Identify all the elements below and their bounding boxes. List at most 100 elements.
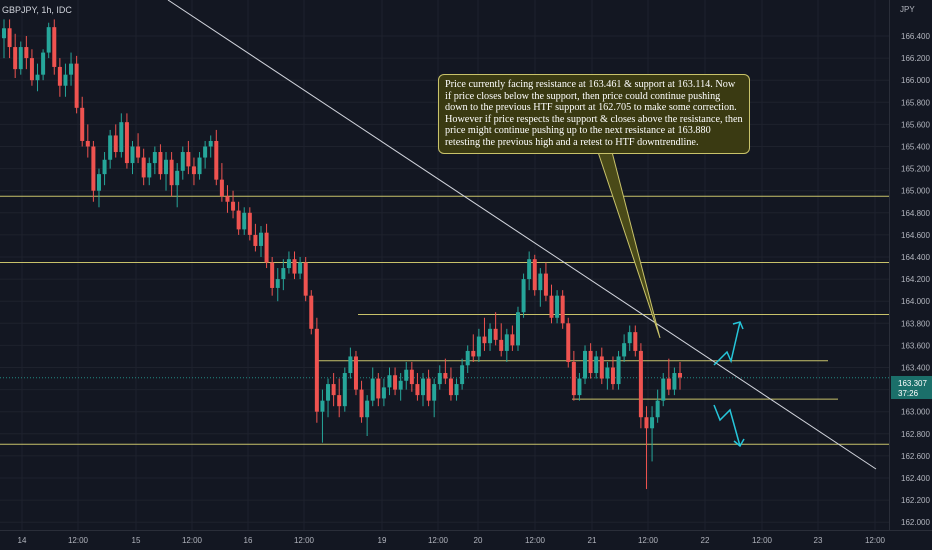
candle-body xyxy=(119,122,124,153)
candle-body xyxy=(577,378,582,396)
price-tick-label: 165.400 xyxy=(901,143,930,152)
candle-body xyxy=(348,356,353,374)
candle-body xyxy=(102,159,107,175)
time-tick-label: 12:00 xyxy=(865,536,886,545)
time-tick-label: 14 xyxy=(18,536,27,545)
time-tick-label: 15 xyxy=(132,536,141,545)
candle-body xyxy=(376,378,381,399)
candle-body xyxy=(275,279,280,288)
candle-body xyxy=(7,28,12,48)
price-tick-label: 164.600 xyxy=(901,231,930,240)
candle-body xyxy=(543,273,548,296)
candle-body xyxy=(415,384,420,396)
candle-body xyxy=(242,212,247,230)
candle-body xyxy=(74,63,79,108)
candle-body xyxy=(465,350,470,366)
candle-body xyxy=(253,234,258,246)
candle-body xyxy=(231,201,236,211)
candle-body xyxy=(2,28,6,39)
candle-body xyxy=(141,157,146,178)
downtrend-line[interactable] xyxy=(167,0,877,470)
price-tick-label: 166.200 xyxy=(901,54,930,63)
candle-body xyxy=(24,47,29,59)
candle-body xyxy=(443,373,448,379)
candle-body xyxy=(208,140,213,147)
time-tick-label: 19 xyxy=(378,536,387,545)
price-axis[interactable]: 166.400 166.200 166.000 165.800 165.600 165.4… xyxy=(901,32,930,527)
candle-body xyxy=(616,356,621,385)
candle-body xyxy=(661,378,666,401)
annotation-text: Price currently facing resistance at 163… xyxy=(445,79,743,148)
candle-body xyxy=(186,152,191,167)
candle-body xyxy=(136,146,141,158)
candle-body xyxy=(169,159,174,186)
candle-body xyxy=(538,273,543,291)
price-tick-label: 162.800 xyxy=(901,430,930,439)
candle-body xyxy=(672,373,677,390)
candle-body xyxy=(18,47,23,70)
candle-body xyxy=(426,378,431,401)
candle-body xyxy=(46,27,51,53)
candle-body xyxy=(482,336,487,344)
candle-body xyxy=(331,384,336,396)
candle-body xyxy=(236,210,241,230)
candle-body xyxy=(214,140,219,180)
arrowhead-up-icon xyxy=(732,321,744,330)
candle-body xyxy=(437,373,442,385)
annotation-callout[interactable]: Price currently facing resistance at 163… xyxy=(438,74,750,154)
price-tick-label: 163.000 xyxy=(901,408,930,417)
candle-body xyxy=(488,328,493,344)
time-tick-label: 12:00 xyxy=(294,536,315,545)
price-tick-label: 164.400 xyxy=(901,253,930,262)
candle-body xyxy=(605,367,610,379)
symbol-header[interactable]: GBPJPY, 1h, IDC xyxy=(2,5,72,15)
time-tick-label: 12:00 xyxy=(638,536,659,545)
candle-body xyxy=(35,74,40,81)
candle-body xyxy=(41,52,46,75)
candle-body xyxy=(510,334,515,346)
candle-body xyxy=(247,212,252,235)
candle-body xyxy=(175,170,180,186)
candle-body xyxy=(152,152,157,164)
candle-body xyxy=(521,279,526,313)
candle-body xyxy=(353,356,358,390)
candle-body xyxy=(448,378,453,396)
candle-body xyxy=(555,295,560,318)
candle-body xyxy=(91,146,96,191)
candle-body xyxy=(599,356,604,379)
candle-body xyxy=(666,378,671,390)
candle-body xyxy=(504,334,509,351)
candle-body xyxy=(57,66,62,86)
candle-body xyxy=(180,152,185,171)
candle-body xyxy=(52,27,57,67)
candle-body xyxy=(622,343,627,357)
candle-body xyxy=(610,367,615,385)
price-tick-label: 166.400 xyxy=(901,32,930,41)
candle-body xyxy=(359,389,364,418)
candle-body xyxy=(342,373,347,407)
candle-body xyxy=(549,295,554,318)
candle-body xyxy=(404,369,409,381)
price-tick-label: 165.200 xyxy=(901,165,930,174)
projection-up-arrow[interactable] xyxy=(713,321,741,366)
time-axis[interactable]: 14 12:00 15 12:00 16 12:00 19 12:00 20 12:00 21 12:… xyxy=(18,536,886,545)
candle-body xyxy=(560,295,565,324)
time-tick-label: 12:00 xyxy=(752,536,773,545)
price-tick-label: 165.600 xyxy=(901,120,930,129)
time-tick-label: 22 xyxy=(701,536,710,545)
candle-body xyxy=(594,356,599,374)
time-tick-label: 21 xyxy=(588,536,597,545)
countdown-timer: 37:26 xyxy=(898,389,919,398)
candle-body xyxy=(398,380,403,390)
candle-body xyxy=(515,312,520,346)
price-tick-label: 166.000 xyxy=(901,76,930,85)
time-tick-label: 12:00 xyxy=(525,536,546,545)
projection-down-arrow[interactable] xyxy=(713,404,741,447)
candle-body xyxy=(225,196,230,202)
candle-body xyxy=(527,259,532,280)
candle-body xyxy=(393,375,398,390)
candle-body xyxy=(588,350,593,374)
last-price-tag: 163.307 37:26 xyxy=(891,376,932,399)
price-tick-label: 165.000 xyxy=(901,187,930,196)
